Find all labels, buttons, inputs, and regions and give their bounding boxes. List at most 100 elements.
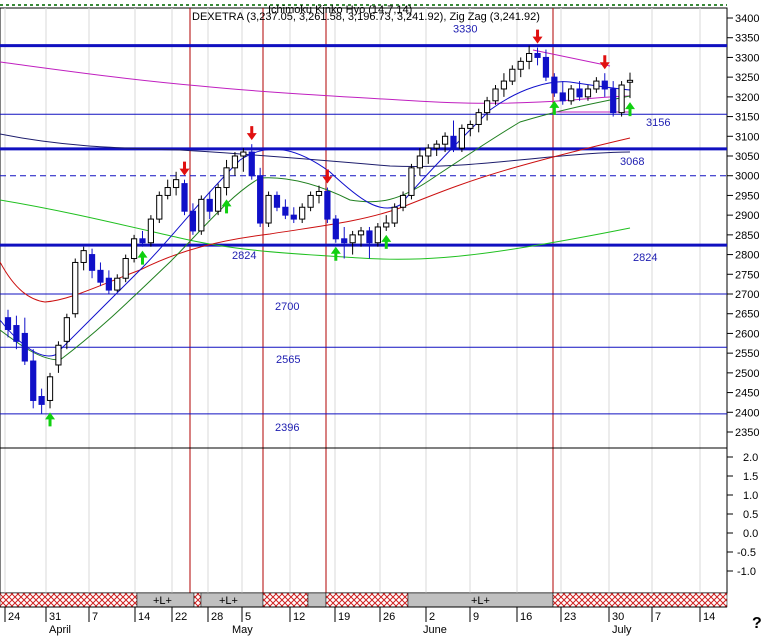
candle-body [542, 56, 550, 78]
indicator-tick-label: 2.0 [743, 452, 758, 464]
candle-body [206, 198, 213, 212]
buy-arrow [381, 234, 392, 249]
candle-body [231, 155, 239, 169]
price-tick-label: 3100 [735, 131, 759, 143]
date-tick-label: 22 [175, 611, 187, 623]
candle-body [80, 250, 87, 263]
price-axis: 2350 2400 2450 2500 2550 2600 2650 2700 2750 2800… [727, 13, 759, 439]
level-label: 2700 [275, 301, 299, 313]
date-tick-label: 30 [612, 611, 624, 623]
strip-label: +L+ [153, 595, 172, 607]
level-label: 2824 [633, 252, 657, 264]
candle-body [46, 376, 54, 401]
candle-body [164, 187, 171, 196]
candle-body [257, 175, 264, 224]
ma-green-short [0, 95, 631, 361]
candle-body [299, 206, 306, 220]
buy-arrow [221, 199, 232, 214]
moving-averages [0, 49, 631, 361]
candle-body [576, 88, 583, 98]
candle-body [55, 344, 62, 366]
sell-arrow [532, 29, 543, 44]
ma-blue-short [0, 81, 631, 357]
indicator-tick-label: 1.5 [743, 471, 758, 483]
candle-body [30, 360, 37, 401]
indicator-tick-label: 0.5 [743, 509, 758, 521]
level-label: 3068 [620, 156, 644, 168]
buy-arrow [549, 100, 560, 115]
strip-label: +L+ [471, 595, 490, 607]
candle-body [290, 214, 297, 220]
candle-body [399, 194, 407, 208]
candle-body [139, 238, 146, 244]
date-tick-label: 14 [138, 611, 150, 623]
candle-body [273, 194, 281, 208]
candle-body [383, 222, 390, 228]
price-tick-label: 3200 [735, 92, 759, 104]
candle-body [13, 325, 20, 342]
sell-arrow [599, 55, 610, 70]
candle-body [63, 317, 70, 342]
date-tick-label: 23 [564, 611, 576, 623]
date-tick-label: 7 [92, 611, 98, 623]
candle-body [509, 68, 516, 82]
buy-arrow [625, 102, 635, 117]
candle-body [156, 194, 163, 220]
price-tick-label: 3250 [735, 72, 759, 84]
sell-arrow [246, 126, 257, 141]
plot-frame [0, 7, 728, 594]
candle-body [181, 183, 188, 212]
candle-body [215, 187, 222, 212]
candle-body [4, 317, 12, 330]
signal-strip-segment [307, 592, 327, 608]
sell-arrow [179, 161, 190, 176]
signal-strip-segment [0, 592, 138, 608]
candle-body [425, 147, 432, 157]
ma-navy [0, 133, 631, 168]
price-tick-label: 3050 [735, 151, 759, 163]
candle-body [551, 76, 558, 94]
month-label: July [612, 624, 632, 636]
level-label: 2824 [232, 250, 256, 262]
help-mark[interactable]: ? [752, 615, 762, 632]
candle-body [198, 198, 205, 232]
indicator-tick-label: 1.0 [743, 490, 758, 502]
candle-body [240, 151, 247, 157]
candle-body [484, 100, 491, 114]
price-tick-label: 2600 [735, 328, 759, 340]
price-tick-label: 2450 [735, 388, 759, 400]
candle-body [324, 190, 331, 220]
candle-body [584, 88, 592, 98]
candle-body [593, 80, 600, 90]
candle-body [248, 151, 255, 177]
signal-strip-segment [325, 592, 409, 608]
date-tick-label: 9 [473, 611, 479, 623]
candle-body [517, 60, 524, 70]
price-tick-label: 2500 [735, 368, 759, 380]
price-tick-label: 3300 [735, 52, 759, 64]
price-tick-label: 2350 [735, 427, 759, 439]
candle-body [349, 234, 356, 244]
date-tick-label: 19 [338, 611, 350, 623]
candle-body [223, 167, 230, 189]
signal-strip-segment [552, 592, 728, 608]
price-tick-label: 3000 [735, 171, 759, 183]
signal-strip-segment [193, 592, 202, 608]
price-tick-label: 2650 [735, 309, 759, 321]
ma-green-long [0, 199, 631, 260]
date-tick-label: 28 [211, 611, 223, 623]
buy-arrow [330, 246, 341, 261]
candle-body [559, 92, 566, 102]
sell-arrow [322, 169, 333, 184]
candle-body [601, 80, 608, 90]
indicator-axis: 2.0 1.5 1.0 0.5 0.0 -0.5 -1.0 [727, 452, 758, 578]
candle-body [114, 277, 121, 291]
candle-body [332, 218, 339, 240]
indicator-tick-label: -1.0 [737, 566, 756, 578]
candle-body [366, 230, 373, 244]
date-tick-label: 2 [429, 611, 435, 623]
date-tick-label: 5 [245, 611, 251, 623]
support-resistance-levels: 3330 3156 3068 2824 2700 2565 2396 2824 [0, 24, 727, 434]
chart-header-overlap: Ichimoku Kinko Hyo (14,7,14) [268, 4, 412, 16]
